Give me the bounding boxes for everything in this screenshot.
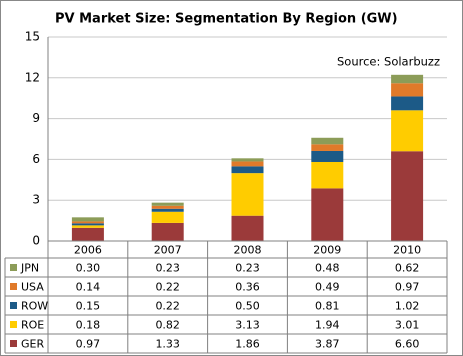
bar-segment bbox=[311, 150, 344, 162]
bar-segment bbox=[151, 205, 184, 209]
bar-segment bbox=[231, 158, 264, 162]
chart-title: PV Market Size: Segmentation By Region (… bbox=[55, 12, 398, 27]
legend-key bbox=[10, 340, 17, 347]
x-tick-label: 2009 bbox=[313, 244, 341, 257]
x-tick-label: 2008 bbox=[234, 244, 262, 257]
bar-segment bbox=[151, 208, 184, 212]
annotation: Source: Solarbuzz bbox=[337, 55, 440, 69]
bar-segment bbox=[231, 166, 264, 174]
bar-segment bbox=[71, 227, 104, 241]
table-value: 3.87 bbox=[315, 338, 340, 351]
bar-segment bbox=[311, 161, 344, 189]
x-tick-label: 2010 bbox=[393, 244, 421, 257]
table-value: 0.22 bbox=[155, 300, 180, 313]
y-tick-label: 6 bbox=[32, 152, 40, 166]
bar-segment bbox=[391, 151, 424, 241]
legend-label: ROE bbox=[21, 319, 44, 332]
table-value: 0.48 bbox=[315, 262, 340, 275]
table-value: 3.01 bbox=[395, 319, 420, 332]
table-value: 0.82 bbox=[155, 319, 180, 332]
bar-segment bbox=[71, 223, 104, 226]
table-value: 6.60 bbox=[395, 338, 420, 351]
bar-segment bbox=[311, 144, 344, 151]
bar-segment bbox=[391, 96, 424, 111]
bar-segment bbox=[151, 222, 184, 241]
bar-segment bbox=[71, 217, 104, 222]
bar-segment bbox=[151, 202, 184, 206]
table-value: 0.15 bbox=[76, 300, 101, 313]
y-tick-label: 12 bbox=[25, 70, 40, 84]
bar-segment bbox=[391, 74, 424, 84]
table-value: 0.97 bbox=[395, 281, 420, 294]
table-value: 0.23 bbox=[235, 262, 260, 275]
table-value: 1.86 bbox=[235, 338, 260, 351]
legend-label: ROW bbox=[21, 300, 48, 313]
bar-segment bbox=[231, 173, 264, 216]
y-tick-label: 9 bbox=[32, 111, 40, 125]
legend-label: USA bbox=[21, 281, 44, 294]
legend-key bbox=[10, 302, 17, 309]
y-tick-label: 3 bbox=[32, 193, 40, 207]
bar-segment bbox=[391, 110, 424, 152]
legend-key bbox=[10, 321, 17, 328]
table-value: 0.23 bbox=[155, 262, 180, 275]
table-value: 0.50 bbox=[235, 300, 260, 313]
bar-segment bbox=[391, 83, 424, 97]
table-value: 0.62 bbox=[395, 262, 420, 275]
y-tick-label: 15 bbox=[25, 30, 40, 44]
table-value: 1.02 bbox=[395, 300, 420, 313]
bar-segment bbox=[231, 215, 264, 241]
table-value: 1.94 bbox=[315, 319, 340, 332]
legend-label: GER bbox=[21, 338, 44, 351]
table-value: 0.97 bbox=[76, 338, 101, 351]
legend-key bbox=[10, 264, 17, 271]
bar-segment bbox=[311, 137, 344, 145]
table-value: 0.81 bbox=[315, 300, 340, 313]
x-tick-label: 2006 bbox=[74, 244, 102, 257]
table-value: 0.49 bbox=[315, 281, 340, 294]
legend-key bbox=[10, 283, 17, 290]
table-value: 0.22 bbox=[155, 281, 180, 294]
table-value: 0.18 bbox=[76, 319, 101, 332]
legend-label: JPN bbox=[20, 262, 39, 275]
table-value: 0.30 bbox=[76, 262, 101, 275]
bar-segment bbox=[71, 221, 104, 224]
bar-segment bbox=[231, 161, 264, 167]
table-value: 0.36 bbox=[235, 281, 260, 294]
bar-segment bbox=[311, 188, 344, 241]
bar-segment bbox=[151, 211, 184, 223]
table-value: 1.33 bbox=[155, 338, 180, 351]
y-tick-label: 0 bbox=[32, 234, 40, 248]
table-value: 0.14 bbox=[76, 281, 101, 294]
x-tick-label: 2007 bbox=[154, 244, 182, 257]
bar-segment bbox=[71, 225, 104, 228]
table-value: 3.13 bbox=[235, 319, 260, 332]
